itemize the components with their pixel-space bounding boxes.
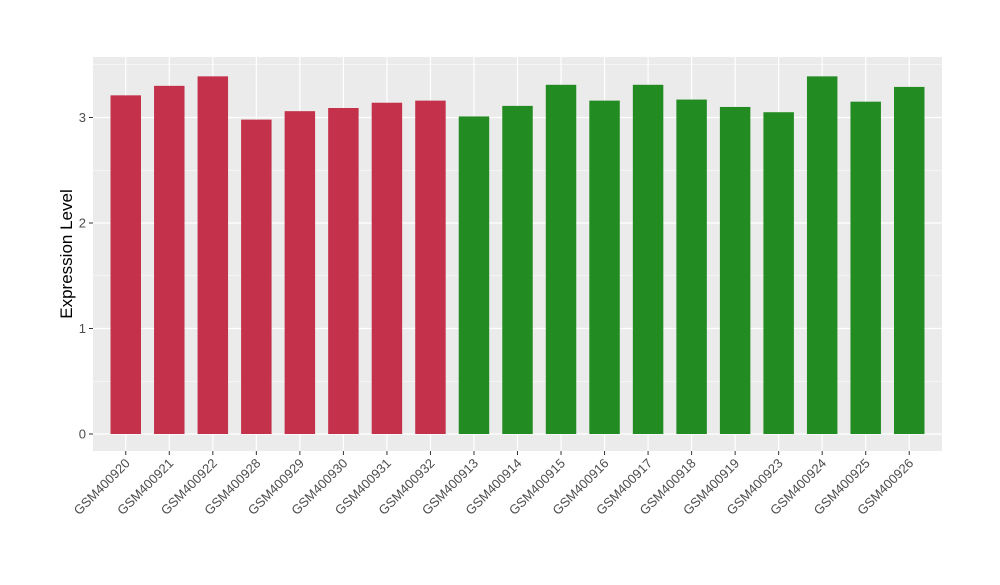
bar-GSM400913 — [458, 116, 490, 434]
bar-GSM400928 — [241, 119, 272, 435]
y-tick-label: 0 — [79, 427, 86, 442]
bar-GSM400921 — [154, 85, 185, 434]
bar-GSM400917 — [632, 84, 664, 435]
bar-GSM400924 — [806, 76, 838, 434]
bar-GSM400932 — [415, 100, 446, 435]
bars — [110, 76, 925, 435]
bar-GSM400923 — [763, 112, 794, 434]
bar-GSM400929 — [284, 111, 316, 435]
bar-GSM400915 — [545, 84, 577, 435]
bar-GSM400926 — [894, 86, 925, 434]
bar-GSM400914 — [502, 105, 533, 435]
y-axis: 0 1 2 3 — [79, 110, 93, 442]
bar-GSM400925 — [850, 101, 881, 435]
y-axis-title: Expression Level — [57, 189, 76, 318]
y-tick-label: 1 — [79, 321, 86, 336]
y-tick-label: 3 — [79, 110, 86, 125]
bar-GSM400931 — [371, 102, 403, 434]
y-tick-label: 2 — [79, 216, 86, 231]
bar-GSM400920 — [110, 95, 141, 434]
bar-GSM400918 — [676, 99, 707, 434]
x-axis: GSM400920GSM400921GSM400922GSM400928GSM4… — [71, 451, 916, 518]
bar-GSM400930 — [328, 108, 359, 434]
bar-GSM400919 — [719, 106, 751, 434]
bar-GSM400922 — [197, 76, 229, 434]
bar-GSM400916 — [589, 100, 620, 435]
